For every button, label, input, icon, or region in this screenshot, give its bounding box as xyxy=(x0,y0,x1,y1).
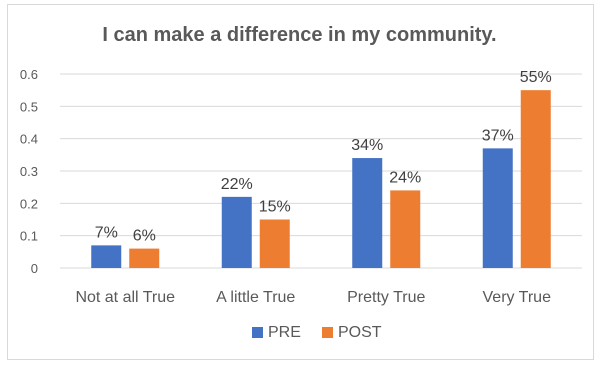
data-label: 24% xyxy=(389,169,421,186)
bar-post xyxy=(129,248,160,268)
bar-post xyxy=(390,190,421,268)
y-tick-label: 0.1 xyxy=(20,229,38,244)
x-category-label: Very True xyxy=(483,289,552,306)
bar-pre xyxy=(91,245,122,268)
data-label: 7% xyxy=(95,224,118,241)
y-tick-label: 0 xyxy=(31,261,38,276)
data-label: 22% xyxy=(221,176,253,193)
x-category-label: Not at all True xyxy=(75,289,175,306)
data-label: 6% xyxy=(133,228,156,245)
chart-title: I can make a difference in my community. xyxy=(102,24,497,46)
y-tick-label: 0.3 xyxy=(20,164,38,179)
data-label: 55% xyxy=(520,69,552,86)
y-tick-label: 0.2 xyxy=(20,196,38,211)
bar-pre xyxy=(221,196,252,268)
data-label: 34% xyxy=(351,137,383,154)
y-tick-label: 0.4 xyxy=(20,132,38,147)
legend-label: PRE xyxy=(268,324,301,341)
data-label: 37% xyxy=(482,127,514,144)
bar-pre xyxy=(482,148,513,268)
data-label: 15% xyxy=(259,199,291,216)
x-category-label: Pretty True xyxy=(347,289,425,306)
legend-swatch-pre xyxy=(252,327,263,338)
bar-pre xyxy=(352,158,383,268)
chart-frame xyxy=(7,4,594,360)
x-category-label: A little True xyxy=(216,289,295,306)
bar-post xyxy=(520,90,551,269)
y-tick-label: 0.6 xyxy=(20,67,38,82)
y-tick-label: 0.5 xyxy=(20,99,38,114)
bar-post xyxy=(259,219,290,268)
legend-swatch-post xyxy=(322,327,333,338)
legend-label: POST xyxy=(338,324,382,341)
